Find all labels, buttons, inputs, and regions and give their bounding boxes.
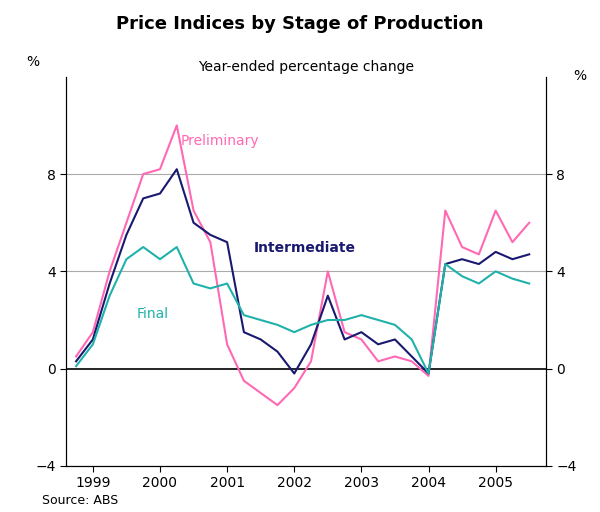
Y-axis label: %: %: [26, 55, 39, 69]
Text: Intermediate: Intermediate: [254, 241, 356, 255]
Text: Price Indices by Stage of Production: Price Indices by Stage of Production: [116, 15, 484, 33]
Y-axis label: %: %: [573, 69, 586, 83]
Title: Year-ended percentage change: Year-ended percentage change: [198, 60, 414, 74]
Text: Source: ABS: Source: ABS: [42, 494, 118, 507]
Text: Preliminary: Preliminary: [180, 134, 259, 148]
Text: Final: Final: [136, 307, 169, 321]
